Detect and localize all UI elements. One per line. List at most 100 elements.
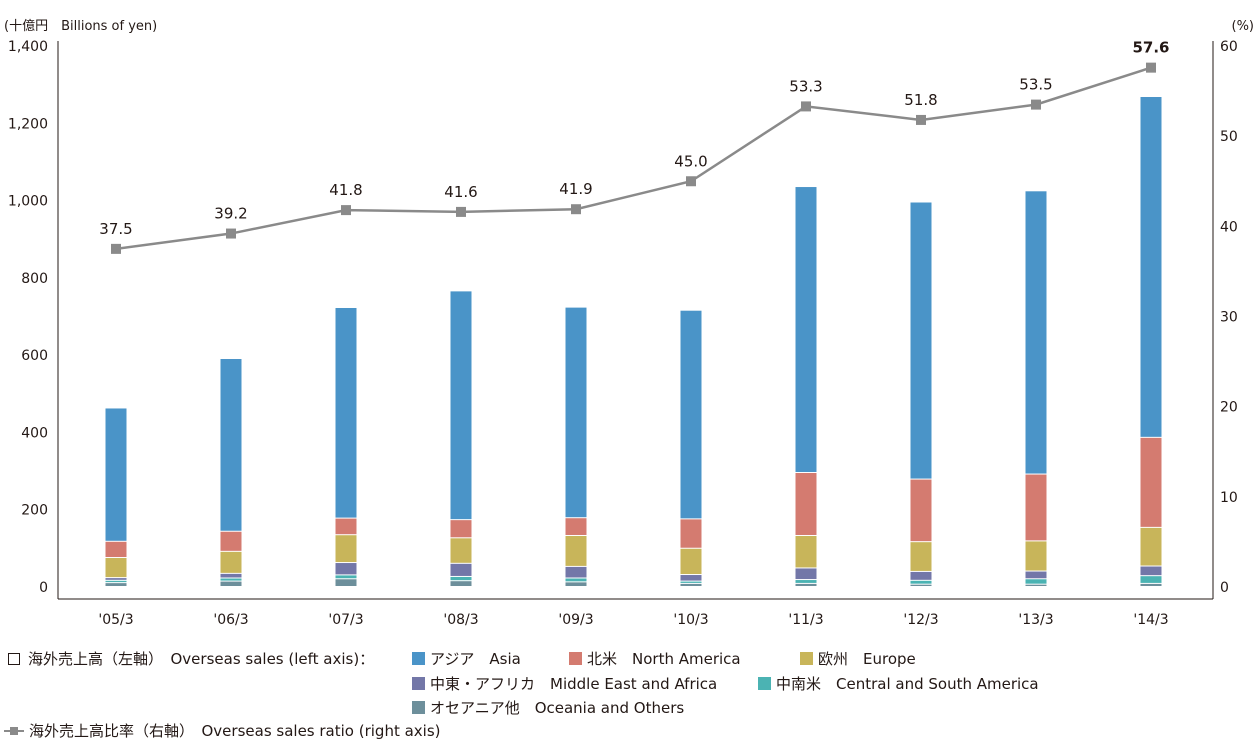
x-tick-label: '06/3 — [213, 612, 248, 628]
right-tick-label: 20 — [1220, 400, 1238, 416]
bar-segment — [565, 566, 587, 578]
ratio-marker — [916, 114, 926, 125]
bar-segment — [105, 583, 127, 586]
ratio-marker — [801, 101, 811, 112]
x-tick-label: '10/3 — [673, 612, 708, 628]
bar-segment — [105, 541, 127, 558]
x-axis-ticks: '05/3 '06/3 '07/3 '08/3 '09/3 '10/3 '11/3 '12/3… — [98, 612, 1168, 628]
x-tick-label: '12/3 — [903, 612, 938, 628]
x-tick-label: '05/3 — [98, 612, 133, 628]
bar-segment — [105, 578, 127, 580]
ratio-marker — [686, 176, 696, 187]
bar-segment — [105, 558, 127, 578]
ratio-data-label: 39.2 — [214, 205, 247, 223]
bar-segment — [105, 408, 127, 541]
legend-north-america-label: 北米 North America — [587, 650, 741, 668]
legend-item-europe: 欧州 Europe — [800, 648, 916, 669]
bar-segment — [1140, 576, 1162, 583]
bar-segment — [1025, 571, 1047, 579]
x-tick-label: '13/3 — [1018, 612, 1053, 628]
left-tick-label: 400 — [21, 425, 48, 441]
left-axis-title: (十億円 Billions of yen) — [4, 18, 157, 34]
bar-segment — [1025, 191, 1047, 474]
ratio-line-group: 37.5 39.2 41.8 41.6 41.9 45.0 53.3 51.8 53.5 57.6 — [99, 39, 1170, 254]
left-axis-ticks: 0 200 400 600 800 1,000 1,200 1,400 — [8, 39, 48, 596]
right-tick-label: 30 — [1220, 310, 1238, 326]
bar-segment — [565, 535, 587, 566]
ratio-data-label: 41.8 — [329, 181, 362, 199]
x-tick-label: '08/3 — [443, 612, 478, 628]
legend-overseas-sales: 海外売上高（左軸） Overseas sales (left axis)： — [8, 648, 374, 669]
x-tick-label: '14/3 — [1133, 612, 1168, 628]
right-axis-title: (%) — [1232, 19, 1255, 34]
bar-segment — [335, 563, 357, 575]
legend-item-north-america: 北米 North America — [569, 648, 741, 669]
legend-middle-east-africa-label: 中東・アフリカ Middle East and Africa — [430, 675, 718, 693]
bar-segment — [335, 307, 357, 518]
left-tick-label: 800 — [21, 271, 48, 287]
ratio-data-label: 37.5 — [99, 220, 132, 238]
bar-segment — [1140, 527, 1162, 566]
ratio-data-label: 57.6 — [1132, 39, 1169, 57]
bar-segment — [680, 548, 702, 575]
right-tick-label: 60 — [1220, 39, 1238, 55]
bar-segment — [220, 531, 242, 551]
bar-segment — [450, 291, 472, 520]
ratio-data-label: 53.3 — [789, 77, 822, 95]
left-tick-label: 1,000 — [8, 194, 48, 210]
oceania-others-swatch — [412, 701, 425, 714]
legend-ratio-label: 海外売上高比率（右軸） Overseas sales ratio (right … — [29, 722, 441, 740]
bar-segment — [1140, 566, 1162, 576]
europe-swatch — [800, 652, 813, 665]
bar-segment — [1140, 583, 1162, 586]
bar-segment — [220, 578, 242, 581]
left-tick-label: 0 — [39, 580, 48, 596]
bar-segment — [1025, 584, 1047, 586]
legend-oceania-others-label: オセアニア他 Oceania and Others — [430, 699, 685, 717]
bar-segment — [450, 581, 472, 586]
right-tick-label: 10 — [1220, 490, 1238, 506]
ratio-data-label: 41.6 — [444, 183, 477, 201]
bar-segment — [450, 520, 472, 538]
bar-segment — [565, 578, 587, 582]
bar-segment — [565, 307, 587, 518]
ratio-marker — [226, 228, 236, 239]
ratio-data-label: 45.0 — [674, 152, 707, 170]
north-america-swatch — [569, 652, 582, 665]
legend-item-ratio-line: 海外売上高比率（右軸） Overseas sales ratio (right … — [4, 720, 441, 741]
bar-segment — [910, 584, 932, 586]
bar-segment — [450, 576, 472, 581]
x-tick-label: '11/3 — [788, 612, 823, 628]
bar-segment — [910, 571, 932, 580]
bar-segment — [680, 310, 702, 519]
bar-segment — [335, 535, 357, 563]
bar-segment — [1140, 437, 1162, 527]
x-tick-label: '09/3 — [558, 612, 593, 628]
bar-segment — [565, 582, 587, 586]
bar-segment — [680, 583, 702, 586]
bar-segment — [450, 563, 472, 576]
bar-series-group — [105, 97, 1162, 586]
bar-segment — [220, 581, 242, 586]
ratio-data-label: 51.8 — [904, 91, 937, 109]
bar-segment — [910, 479, 932, 542]
legend-europe-label: 欧州 Europe — [818, 650, 916, 668]
bar-segment — [795, 187, 817, 473]
legend-item-central-south-america: 中南米 Central and South America — [758, 673, 1039, 694]
bar-segment — [105, 580, 127, 583]
bar-segment — [910, 202, 932, 479]
bar-segment — [680, 519, 702, 548]
ratio-data-label: 41.9 — [559, 180, 592, 198]
central-south-america-swatch — [758, 677, 771, 690]
ratio-marker — [456, 206, 466, 217]
middle-east-africa-swatch — [412, 677, 425, 690]
legend-overseas-sales-label: 海外売上高（左軸） Overseas sales (left axis)： — [28, 650, 375, 668]
ratio-marker — [571, 204, 581, 215]
bar-segment — [680, 581, 702, 583]
right-tick-label: 50 — [1220, 129, 1238, 145]
asia-swatch — [412, 652, 425, 665]
legend-central-south-america-label: 中南米 Central and South America — [776, 675, 1039, 693]
ratio-line-icon — [4, 725, 24, 737]
overseas-sales-chart: (十億円 Billions of yen) (%) 02004006008001… — [4, 18, 1255, 628]
bar-segment — [795, 583, 817, 586]
